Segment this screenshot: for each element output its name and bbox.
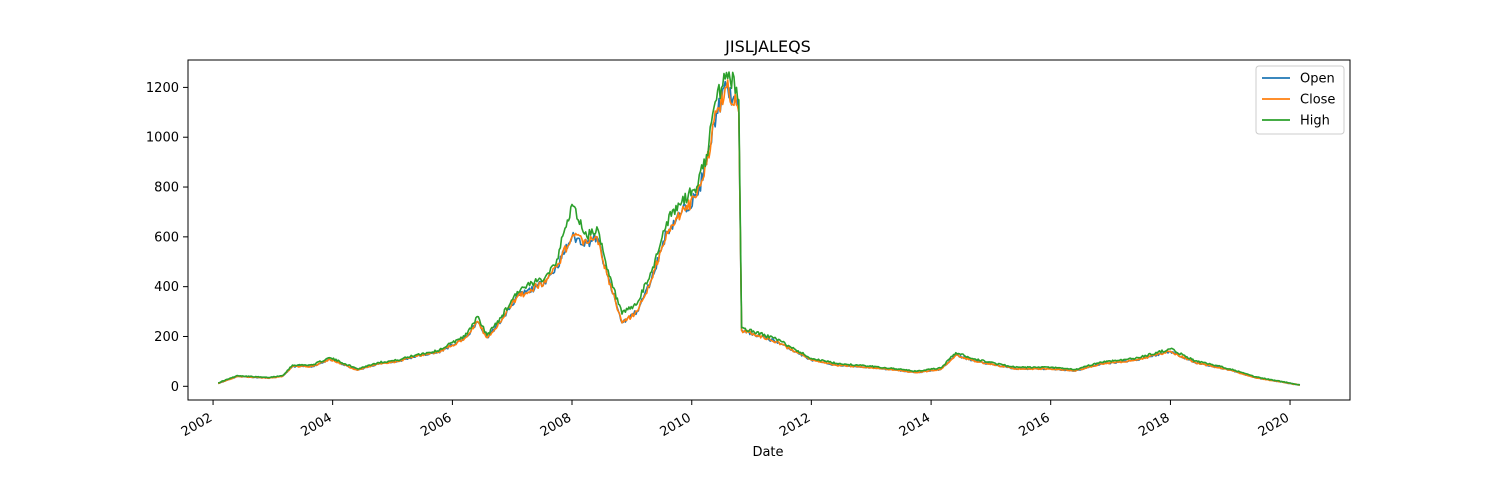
series-line-high (218, 71, 1301, 386)
legend-label-close: Close (1300, 93, 1335, 108)
series-layer (218, 71, 1301, 386)
legend-label-high: High (1300, 114, 1330, 129)
chart-title: JISLJALEQS (724, 37, 811, 56)
legend: Open Close High (1255, 65, 1345, 135)
y-tick-label-1000: 1000 (146, 131, 179, 146)
legend-box (1255, 65, 1345, 135)
y-tick-label-600: 600 (154, 230, 179, 245)
y-tick-label-200: 200 (154, 330, 179, 345)
x-axis-label: Date (752, 445, 783, 460)
y-tick-label-0: 0 (171, 380, 179, 395)
y-tick-label-400: 400 (154, 280, 179, 295)
y-axis: 0 200 400 600 800 1000 1200 (146, 81, 188, 395)
y-tick-label-1200: 1200 (146, 81, 179, 96)
legend-label-open: Open (1300, 72, 1335, 87)
y-tick-label-800: 800 (154, 181, 179, 196)
plot-frame (187, 59, 1351, 401)
